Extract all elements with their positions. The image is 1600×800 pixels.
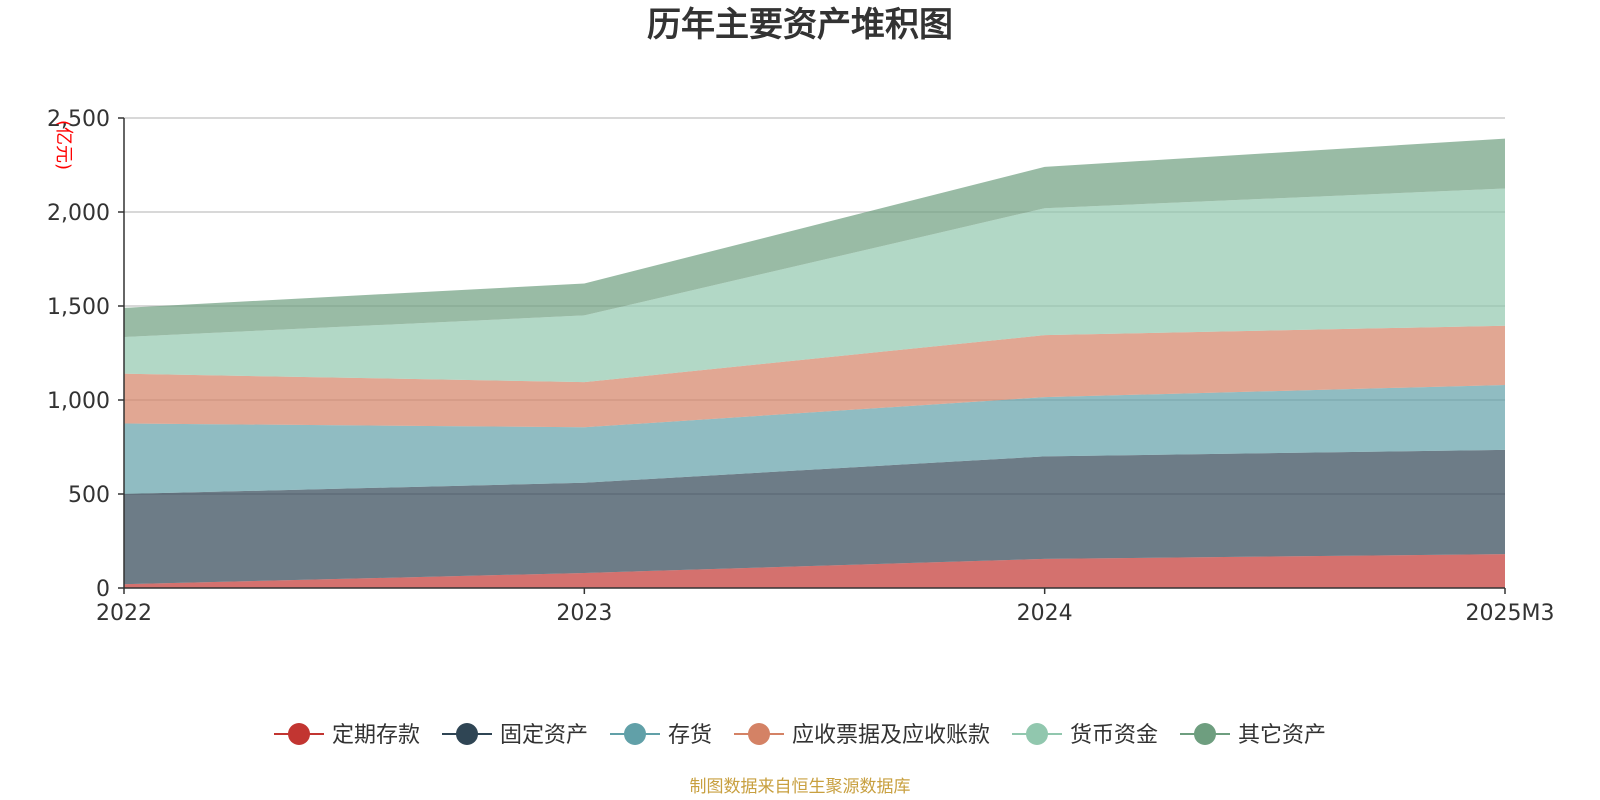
legend-circle-icon xyxy=(624,723,646,745)
area-series xyxy=(124,138,1505,588)
legend-item-其它资产[interactable]: 其它资产 xyxy=(1180,723,1326,748)
data-source-note: 制图数据来自恒生聚源数据库 xyxy=(690,777,911,797)
legend-label: 货币资金 xyxy=(1070,723,1158,748)
legend-item-存货[interactable]: 存货 xyxy=(610,723,712,748)
area-应收票据及应收账款 xyxy=(124,325,1505,428)
area-货币资金 xyxy=(124,188,1505,383)
legend-label: 其它资产 xyxy=(1238,723,1326,748)
x-tick-label: 2022 xyxy=(96,601,152,626)
y-tick-label: 2,500 xyxy=(47,107,110,132)
legend-item-固定资产[interactable]: 固定资产 xyxy=(442,723,588,748)
y-tick-label: 0 xyxy=(96,577,110,602)
y-tick-label: 1,500 xyxy=(47,295,110,320)
area-定期存款 xyxy=(124,554,1505,588)
x-tick-label: 2025M3 xyxy=(1466,601,1555,626)
legend-circle-icon xyxy=(1194,723,1216,745)
legend[interactable]: 定期存款 固定资产 存货 应收票据及应收账款 货币资金 其它资产 xyxy=(274,723,1326,748)
legend-item-货币资金[interactable]: 货币资金 xyxy=(1012,723,1158,748)
y-axis-unit: (亿元) xyxy=(53,120,74,170)
y-tick-label: 1,000 xyxy=(47,389,110,414)
axes: 0 500 1,000 1,500 2,000 2,500 2022 2023 2024 2025… xyxy=(47,107,1554,626)
area-固定资产 xyxy=(124,449,1505,585)
x-tick-label: 2024 xyxy=(1017,601,1073,626)
legend-label: 应收票据及应收账款 xyxy=(792,723,990,748)
legend-label: 存货 xyxy=(668,723,712,748)
y-tick-label: 500 xyxy=(68,483,110,508)
y-tick-label: 2,000 xyxy=(47,201,110,226)
legend-circle-icon xyxy=(748,723,770,745)
legend-circle-icon xyxy=(1026,723,1048,745)
legend-circle-icon xyxy=(456,723,478,745)
x-tick-label: 2023 xyxy=(556,601,612,626)
legend-circle-icon xyxy=(288,723,310,745)
legend-item-应收票据及应收账款[interactable]: 应收票据及应收账款 xyxy=(734,723,990,748)
legend-label: 固定资产 xyxy=(500,723,588,748)
area-其它资产 xyxy=(124,138,1505,338)
legend-item-定期存款[interactable]: 定期存款 xyxy=(274,723,420,748)
chart-title: 历年主要资产堆积图 xyxy=(647,5,953,45)
area-存货 xyxy=(124,384,1505,494)
legend-label: 定期存款 xyxy=(332,723,420,748)
